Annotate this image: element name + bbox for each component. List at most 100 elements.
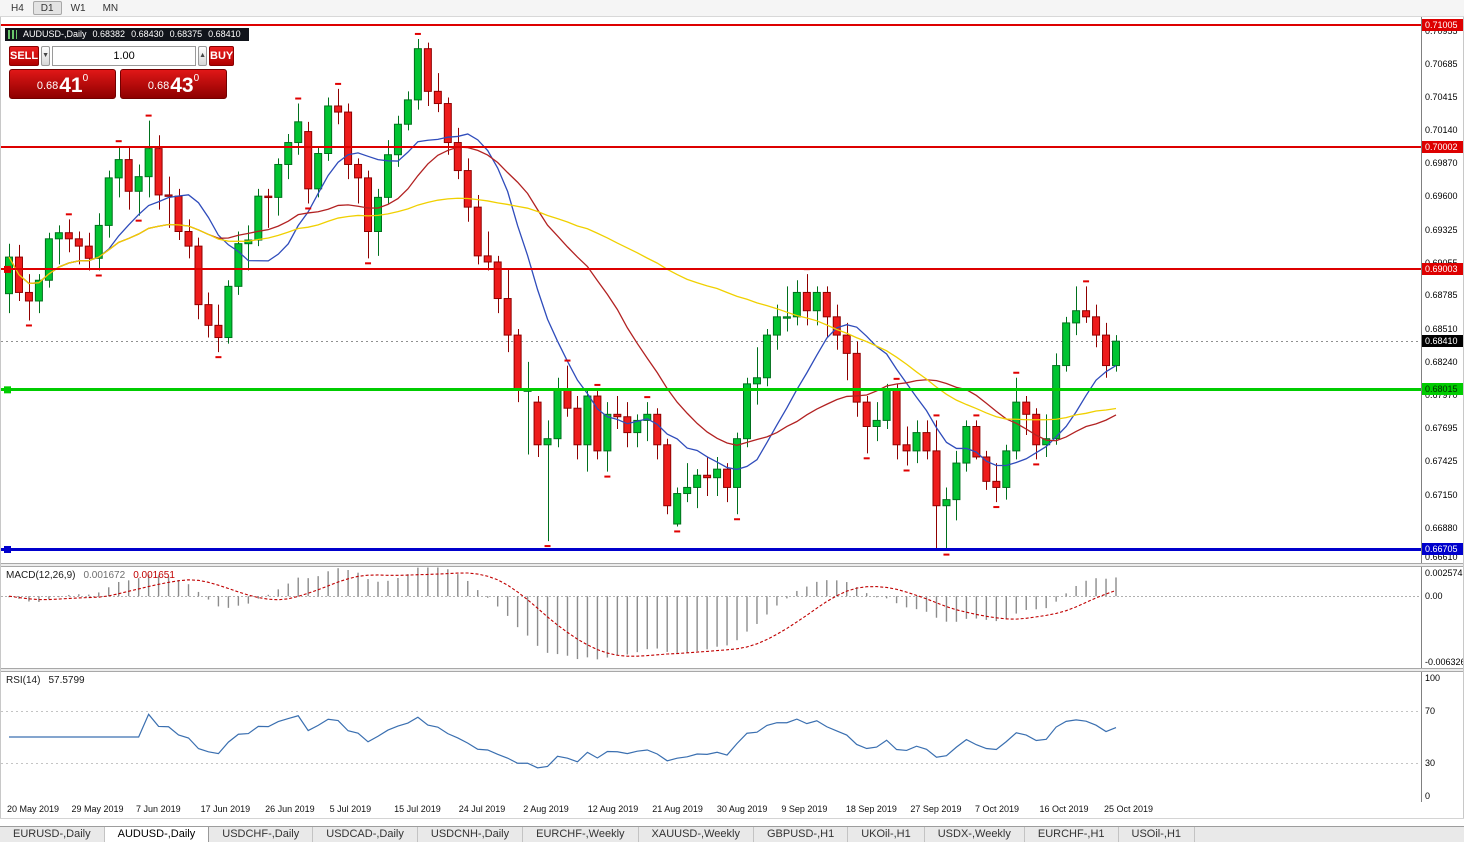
macd-axis: 0.002574 0.00 -0.006326: [1421, 567, 1463, 668]
one-click-trading-panel: SELL ▼ ▲ BUY 0.68 41 0 0.68 43 0: [7, 44, 235, 101]
rsi-axis: 100 70 30 0: [1421, 672, 1463, 802]
date-label: 30 Aug 2019: [716, 804, 768, 814]
ohlc-open: 0.68382: [92, 29, 126, 39]
sell-price-sup: 0: [82, 73, 89, 84]
date-label: 5 Jul 2019: [329, 804, 372, 814]
chart-tab-audusd-daily[interactable]: AUDUSD-,Daily: [104, 827, 210, 842]
price-axis-tick: 0.69055: [1425, 258, 1458, 268]
chart-tab-usoil-h1[interactable]: USOil-,H1: [1119, 827, 1196, 842]
sell-price-prefix: 0.68: [36, 80, 59, 92]
rsi-axis-tick: 30: [1425, 758, 1436, 768]
chart-title-strip: AUDUSD-,Daily 0.68382 0.68430 0.68375 0.…: [5, 28, 249, 41]
timeframe-toolbar: H4 D1 W1 MN: [0, 0, 1464, 17]
sell-price-big: 41: [59, 74, 83, 97]
timeframe-button-d1[interactable]: D1: [32, 1, 62, 15]
macd-axis-tick: -0.006326: [1425, 657, 1463, 667]
chart-icon: [8, 30, 17, 39]
chart-window: 0.70955 0.70685 0.70415 0.70140 0.69870 0.696…: [0, 17, 1464, 818]
rsi-value: 57.5799: [48, 675, 85, 686]
price-axis-tick: 0.67150: [1425, 489, 1458, 500]
chart-tab-ukoil-h1[interactable]: UKOil-,H1: [848, 827, 925, 842]
chart-symbol-label: AUDUSD-,Daily: [23, 29, 87, 39]
macd-label: MACD(12,26,9) 0.001672 0.001651: [6, 570, 175, 581]
lot-increase-button[interactable]: ▲: [198, 46, 207, 66]
price-axis-tick: 0.66610: [1425, 552, 1458, 562]
macd-value-main: 0.001672: [83, 570, 126, 581]
date-label: 15 Jul 2019: [394, 804, 441, 814]
rsi-axis-tick: 0: [1425, 791, 1431, 801]
price-axis-tick: 0.69870: [1425, 158, 1458, 169]
date-label: 20 May 2019: [7, 804, 60, 814]
date-label: 12 Aug 2019: [587, 804, 639, 814]
date-label: 9 Sep 2019: [781, 804, 828, 814]
price-level-label: 0.69003: [1422, 262, 1463, 275]
sell-price-display[interactable]: 0.68 41 0: [9, 69, 116, 99]
date-label: 16 Oct 2019: [1039, 804, 1089, 814]
price-pane: 0.70955 0.70685 0.70415 0.70140 0.69870 0.696…: [1, 17, 1463, 563]
date-label: 21 Aug 2019: [652, 804, 703, 814]
price-level-label: 0.71005: [1422, 18, 1463, 31]
chart-tab-eurchf-h1[interactable]: EURCHF-,H1: [1025, 827, 1119, 842]
price-level-label: 0.68015: [1422, 383, 1463, 396]
price-axis-tick: 0.69600: [1425, 191, 1458, 202]
buy-price-sup: 0: [193, 73, 200, 84]
date-label: 7 Oct 2019: [974, 804, 1019, 814]
price-axis-tick: 0.68240: [1425, 356, 1458, 367]
rsi-axis-tick: 100: [1425, 673, 1441, 683]
timeframe-button-h4[interactable]: H4: [11, 3, 24, 14]
buy-button[interactable]: BUY: [209, 46, 235, 66]
current-price-label: 0.68410: [1422, 335, 1463, 348]
price-axis-tick: 0.69325: [1425, 224, 1458, 235]
price-axis: 0.70955 0.70685 0.70415 0.70140 0.69870 0.696…: [1421, 17, 1463, 563]
pane-splitter[interactable]: [1, 668, 1463, 672]
macd-axis-tick: 0.00: [1425, 591, 1443, 602]
price-axis-tick: 0.70685: [1425, 58, 1458, 69]
timeframe-button-mn[interactable]: MN: [102, 3, 119, 14]
macd-pane: 0.002574 0.00 -0.006326 MACD(12,26,9) 0.00…: [1, 567, 1463, 668]
chart-tab-xauusd-weekly[interactable]: XAUUSD-,Weekly: [639, 827, 754, 842]
price-axis-tick: 0.66880: [1425, 522, 1458, 533]
rsi-chart-canvas[interactable]: [1, 672, 1423, 802]
sell-button[interactable]: SELL: [9, 46, 40, 66]
date-label: 2 Aug 2019: [523, 804, 569, 814]
chart-tab-usdx-weekly[interactable]: USDX-,Weekly: [925, 827, 1025, 842]
rsi-axis-tick: 70: [1425, 706, 1436, 716]
price-axis-tick: 0.67695: [1425, 423, 1458, 434]
macd-value-signal: 0.001651: [133, 570, 175, 581]
price-axis-tick: 0.68785: [1425, 290, 1458, 301]
ohlc-close: 0.68410: [208, 29, 241, 39]
date-label: 17 Jun 2019: [200, 804, 251, 814]
rsi-pane: 100 70 30 0 RSI(14) 57.5799: [1, 672, 1463, 802]
chart-tab-bar: EURUSD-,Daily AUDUSD-,Daily USDCHF-,Daily U…: [0, 826, 1464, 842]
lot-dropdown-button[interactable]: ▼: [41, 46, 51, 66]
date-axis: 20 May 2019 29 May 2019 7 Jun 2019 17 Jun 2…: [1, 802, 1463, 818]
chart-tab-usdchf-daily[interactable]: USDCHF-,Daily: [209, 827, 314, 842]
ohlc-high: 0.68430: [131, 29, 164, 39]
date-label: 7 Jun 2019: [136, 804, 181, 814]
ohlc-low: 0.68375: [169, 29, 203, 39]
buy-price-display[interactable]: 0.68 43 0: [120, 69, 227, 99]
date-label: 29 May 2019: [71, 804, 124, 814]
buy-price-prefix: 0.68: [147, 80, 170, 92]
date-label: 27 Sep 2019: [910, 804, 962, 814]
chart-tab-gbpusd-h1[interactable]: GBPUSD-,H1: [754, 827, 849, 842]
lot-input[interactable]: [52, 46, 197, 66]
chart-tab-eurchf-weekly[interactable]: EURCHF-,Weekly: [523, 827, 639, 842]
date-label: 26 Jun 2019: [265, 804, 315, 814]
price-axis-tick: 0.70955: [1425, 26, 1458, 37]
chart-tab-usdcnh-daily[interactable]: USDCNH-,Daily: [418, 827, 524, 842]
chart-tab-usdcad-daily[interactable]: USDCAD-,Daily: [313, 827, 418, 842]
rsi-label: RSI(14) 57.5799: [6, 675, 85, 686]
price-chart-canvas[interactable]: [1, 17, 1423, 563]
macd-chart-canvas[interactable]: [1, 567, 1423, 668]
price-axis-tick: 0.68510: [1425, 324, 1458, 334]
date-label: 24 Jul 2019: [458, 804, 506, 814]
price-level-label: 0.70002: [1422, 141, 1463, 154]
macd-axis-tick: 0.002574: [1425, 568, 1463, 578]
pane-splitter[interactable]: [1, 563, 1463, 567]
chart-tab-eurusd-daily[interactable]: EURUSD-,Daily: [0, 827, 105, 842]
price-axis-tick: 0.67425: [1425, 456, 1458, 467]
price-level-label: 0.66705: [1422, 542, 1463, 555]
timeframe-button-w1[interactable]: W1: [70, 3, 86, 14]
